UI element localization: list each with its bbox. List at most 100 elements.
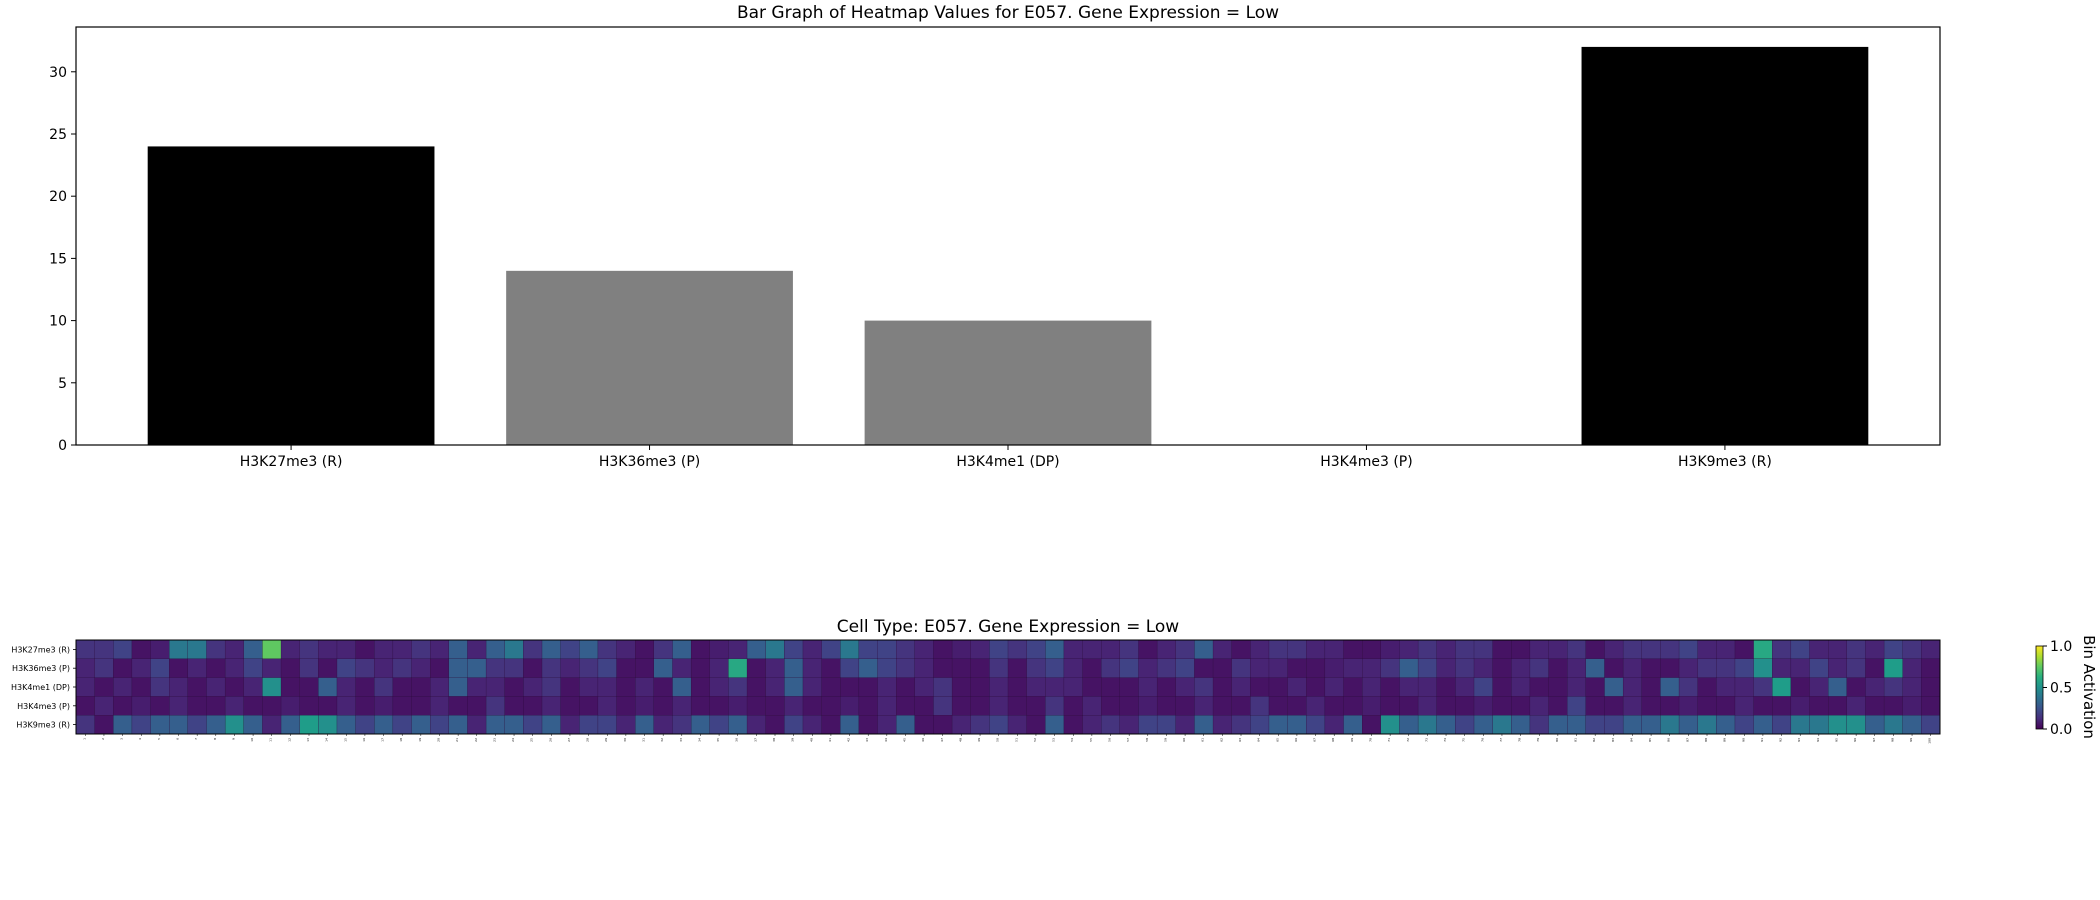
heatmap-cell (485, 677, 506, 697)
heatmap-cell (1101, 715, 1121, 735)
heatmap-cell (1548, 677, 1568, 697)
heatmap-cell (467, 639, 487, 660)
heatmap-cell (1007, 639, 1027, 660)
heatmap-cell (1063, 639, 1083, 660)
heatmap-cell (318, 677, 338, 697)
heatmap-cell (448, 715, 468, 735)
heatmap-cell (411, 677, 431, 697)
heatmap-cell (280, 696, 301, 716)
heatmap-cell (765, 639, 785, 660)
heatmap-col-tick-label: 98 (1890, 738, 1894, 742)
heatmap-cell (467, 677, 487, 697)
heatmap-cell (1529, 639, 1549, 660)
bar-y-tick-label-1: 5 (58, 376, 67, 392)
bar-y-tick-label-6: 30 (49, 65, 67, 81)
heatmap-cell (187, 677, 207, 697)
bar-chart-frame (75, 26, 1941, 446)
heatmap-cell (672, 715, 692, 735)
heatmap-cell (1026, 639, 1046, 660)
heatmap-cell (1753, 658, 1773, 678)
heatmap-cell (1138, 677, 1158, 697)
heatmap-cell (1622, 696, 1643, 716)
heatmap-cell (896, 696, 916, 716)
heatmap-cell (1156, 677, 1177, 697)
heatmap-cell (1380, 639, 1400, 660)
heatmap-cell (94, 715, 114, 735)
heatmap-cell (1082, 696, 1102, 716)
heatmap-cell (1119, 715, 1139, 735)
heatmap-cell (672, 677, 692, 697)
heatmap-cell (1529, 715, 1549, 735)
heatmap-col-tick-label: 36 (735, 738, 739, 742)
heatmap-cell (1678, 696, 1699, 716)
heatmap-cell (1809, 696, 1829, 716)
bar-y-tick-label-0: 0 (58, 438, 67, 454)
bar-x-axis: H3K27me3 (R) H3K36me3 (P) H3K4me1 (DP) H3K4… (240, 445, 1772, 470)
heatmap-cell (1529, 677, 1549, 697)
heatmap-cell (75, 696, 95, 716)
heatmap-col-tick-label: 16 (362, 738, 366, 742)
heatmap-cell (1809, 639, 1829, 660)
heatmap-cell (1641, 715, 1661, 735)
heatmap-cell (858, 696, 878, 716)
heatmap-cell (635, 696, 655, 716)
heatmap-cell (169, 715, 189, 735)
heatmap-cell (1306, 715, 1326, 735)
heatmap-col-tick-label: 46 (921, 738, 925, 742)
heatmap-col-tick-label: 97 (1872, 738, 1876, 742)
heatmap-cell (802, 658, 822, 678)
heatmap-cell (1697, 677, 1717, 697)
heatmap-cell (485, 696, 506, 716)
bar-chart: Bar Graph of Heatmap Values for E057. Ge… (49, 3, 1941, 470)
heatmap-cell (1921, 639, 1941, 660)
heatmap-cell (1343, 639, 1363, 660)
heatmap-col-tick-label: 52 (1033, 738, 1037, 742)
heatmap-cell (1772, 639, 1792, 660)
heatmap-cell (1846, 677, 1866, 697)
heatmap-cell (1063, 715, 1083, 735)
heatmap-row-label-1: H3K36me3 (P) (12, 664, 70, 673)
heatmap-cell (318, 715, 338, 735)
heatmap-cell (1883, 696, 1904, 716)
heatmap-cell (1883, 658, 1904, 678)
heatmap-col-tick-label: 35 (716, 738, 720, 742)
heatmap-cell (224, 677, 245, 697)
heatmap-cell (1417, 658, 1438, 678)
heatmap-cell (504, 677, 524, 697)
heatmap-cell (690, 677, 711, 697)
bar-y-tick-label-4: 20 (49, 189, 67, 205)
heatmap-cell (206, 715, 226, 735)
heatmap-cell (1604, 658, 1624, 678)
heatmap-col-tick-label: 62 (1219, 738, 1223, 742)
heatmap-cell (784, 715, 804, 735)
heatmap-cell (1828, 658, 1848, 678)
heatmap-cell (355, 696, 375, 716)
heatmap-cell (150, 696, 170, 716)
heatmap-cell (131, 677, 151, 697)
heatmap-cell (1138, 715, 1158, 735)
heatmap-cell (430, 715, 450, 735)
heatmap-cell (597, 677, 617, 697)
heatmap-cell (1212, 696, 1233, 716)
heatmap-cell (1045, 639, 1065, 660)
heatmap-cell (1697, 639, 1717, 660)
heatmap-cell (1436, 639, 1456, 660)
heatmap-col-tick-label: 81 (1574, 738, 1578, 742)
heatmap-cell (1156, 715, 1177, 735)
heatmap-cell (1511, 639, 1531, 660)
heatmap-cell (75, 715, 95, 735)
heatmap-cell (1678, 715, 1699, 735)
heatmap-cell (802, 677, 822, 697)
heatmap-col-tick-label: 44 (884, 738, 888, 742)
heatmap-cell (1548, 639, 1568, 660)
heatmap-cell (765, 677, 785, 697)
heatmap-col-tick-label: 22 (474, 738, 478, 742)
heatmap-cell (1660, 696, 1680, 716)
heatmap-title: Cell Type: E057. Gene Expression = Low (837, 617, 1180, 637)
heatmap-cell (1585, 696, 1605, 716)
heatmap-cell (802, 696, 822, 716)
heatmap-col-tick-label: 26 (548, 738, 552, 742)
heatmap-col-tick-label: 31 (642, 738, 646, 742)
heatmap-cell (1585, 658, 1605, 678)
heatmap-cell (1567, 658, 1587, 678)
